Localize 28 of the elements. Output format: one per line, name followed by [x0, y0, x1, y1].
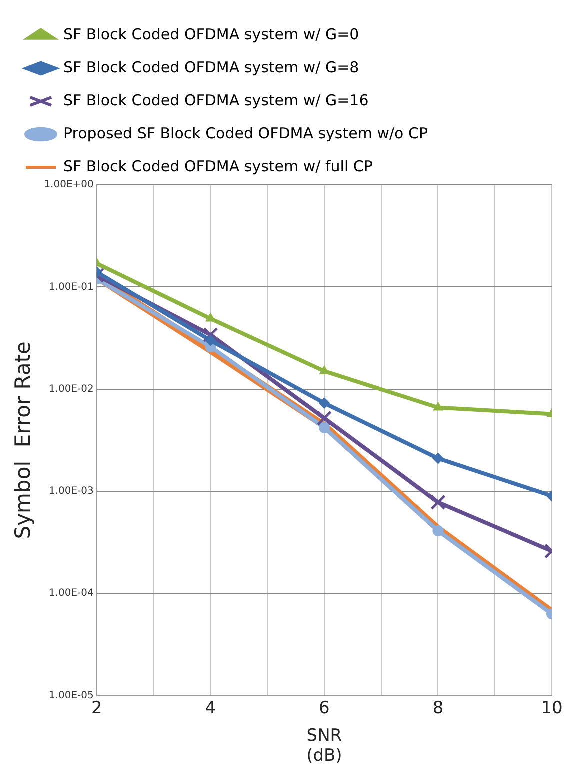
y-tick-label: 1.00E-03: [48, 486, 94, 498]
point: [433, 402, 444, 411]
y-tick-label: 1.00E-05: [48, 690, 94, 702]
point: [316, 410, 332, 426]
point: [206, 313, 216, 322]
point: [432, 453, 444, 464]
y-axis-title: Symbol Error Rate: [11, 342, 36, 540]
legend-label: SF Block Coded OFDMA system w/ G=16: [64, 91, 369, 110]
legend-label: SF Block Coded OFDMA system w/ full CP: [64, 157, 373, 176]
point: [430, 494, 446, 510]
y-tick-label: 1.00E-01: [48, 282, 94, 293]
x-tick-label: 8: [432, 698, 444, 718]
y-tick-label: 1.00E-04: [48, 588, 94, 600]
x-axis-title: SNR (dB): [306, 726, 342, 766]
legend-label: SF Block Coded OFDMA system w/ G=0: [64, 25, 360, 44]
point: [318, 422, 330, 434]
y-tick-label: 1.00E+00: [44, 180, 94, 191]
y-tick-label: 1.00E-02: [48, 384, 94, 395]
x-tick-label: 6: [319, 698, 330, 718]
point: [203, 327, 218, 343]
legend-label: SF Block Coded OFDMA system w/ G=8: [64, 58, 360, 76]
point: [432, 526, 444, 537]
x-tick-label: 10: [541, 698, 563, 718]
x-tick-label: 4: [205, 698, 216, 718]
x-tick-label: 2: [91, 698, 102, 718]
legend-label: Proposed SF Block Coded OFDMA system w/o CP: [64, 124, 428, 142]
point: [205, 335, 216, 346]
point: [318, 398, 330, 409]
